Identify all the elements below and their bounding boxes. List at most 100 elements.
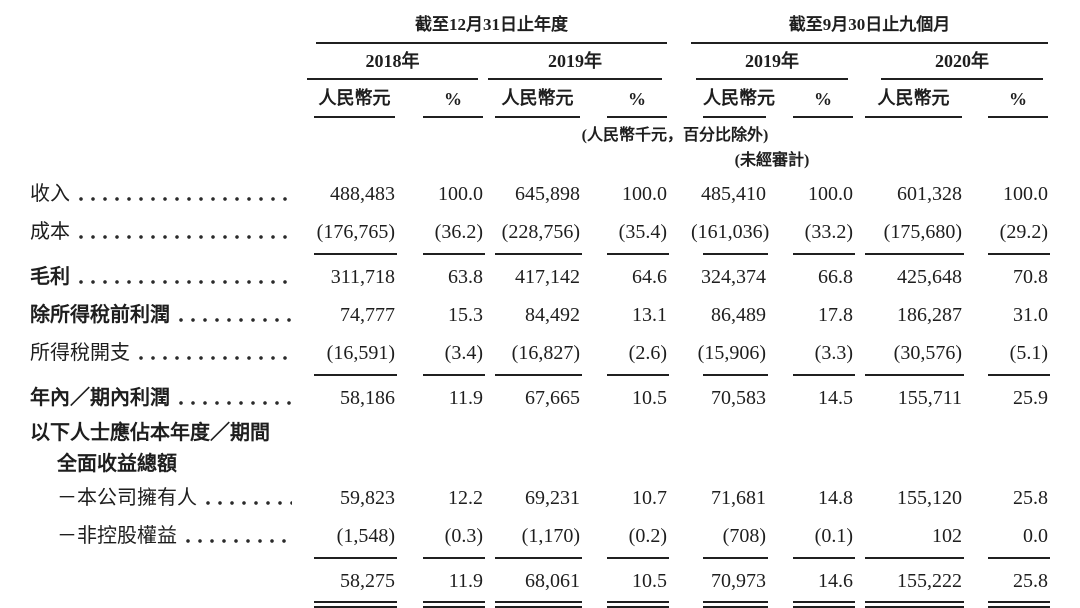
row-label-wrap: －本公司擁有人	[57, 486, 302, 510]
amount-value: 186,287	[897, 304, 962, 326]
percent-value: 64.6	[632, 266, 667, 288]
period-group-row: 截至12月31日止年度 截至9月30日止九個月	[0, 4, 1048, 44]
dot-leader	[179, 401, 292, 405]
column-gap	[667, 80, 691, 118]
percent-value: (2.6)	[580, 334, 669, 379]
unit-header-percent-text: %	[607, 85, 667, 118]
amount-value: 74,777	[340, 304, 395, 326]
row-label-cell: 收入	[0, 170, 302, 213]
unit-header-rmb-text: 人民幣元	[314, 80, 395, 118]
unit-header-rmb: 人民幣元	[853, 80, 962, 118]
amount-value	[302, 448, 395, 479]
percent-value: 70.8	[1013, 266, 1048, 288]
dot-leader	[139, 356, 292, 360]
percent-value	[962, 417, 1048, 448]
row-label-text: －本公司擁有人	[57, 487, 197, 509]
unaudited-note-row: (未經審計)	[0, 145, 1048, 170]
year-header-2019-interim: 2019年	[691, 44, 853, 80]
year-row: 2018年 2019年 2019年 2020年	[0, 44, 1048, 80]
column-gap	[667, 296, 691, 334]
percent-value: (33.2)	[766, 213, 855, 258]
percent-value: (5.1)	[962, 334, 1050, 379]
percent-value: 25.8	[1013, 487, 1048, 509]
period-header-annual-text: 截至12月31日止年度	[316, 10, 667, 44]
percent-value	[766, 417, 853, 448]
amount-value	[691, 448, 766, 479]
table-row: 年內／期內利潤 58,186 11.9 67,665 10.5 70,583 14.5 155…	[0, 379, 1048, 417]
table-row: 收入 488,483 100.0 645,898 100.0 485,410 100.0 60…	[0, 170, 1048, 213]
financial-summary-table: 截至12月31日止年度 截至9月30日止九個月 2018年 2019年 2019…	[0, 4, 1050, 608]
table-row: －本公司擁有人 59,823 12.2 69,231 10.7 71,681 14.8 155…	[0, 479, 1048, 517]
amount-value: 69,231	[525, 487, 580, 509]
percent-value	[766, 448, 853, 479]
unit-header-percent-text: %	[423, 85, 483, 118]
table-row: 毛利 311,718 63.8 417,142 64.6 324,374 66.8 425,6…	[0, 258, 1048, 296]
amount-value: 417,142	[515, 266, 580, 288]
row-label-wrap: 成本	[30, 220, 302, 244]
year-header-2019-text: 2019年	[488, 47, 662, 80]
amount-value: 155,711	[897, 387, 962, 409]
unit-header-rmb: 人民幣元	[302, 80, 395, 118]
percent-value: (36.2)	[395, 213, 485, 258]
row-label-cell: 毛利	[0, 258, 302, 296]
percent-value: 10.5	[580, 562, 669, 608]
amount-value: (228,756)	[483, 213, 582, 258]
percent-value	[395, 448, 483, 479]
amount-value: 102	[853, 517, 964, 562]
year-header-2018-text: 2018年	[307, 47, 478, 80]
row-label-wrap: 毛利	[30, 265, 302, 289]
percent-value: (35.4)	[580, 213, 669, 258]
period-header-interim: 截至9月30日止九個月	[691, 4, 1048, 44]
amount-value: 155,120	[897, 487, 962, 509]
row-label-text: 收入	[30, 183, 70, 205]
amount-value	[853, 417, 962, 448]
header-spacer	[0, 145, 691, 170]
column-gap	[667, 379, 691, 417]
percent-value: 13.1	[632, 304, 667, 326]
table-header: 截至12月31日止年度 截至9月30日止九個月 2018年 2019年 2019…	[0, 4, 1048, 170]
unit-header-percent: %	[580, 80, 667, 118]
percent-value: 12.2	[448, 487, 483, 509]
table-row: －非控股權益 (1,548) (0.3) (1,170) (0.2) (708) (0.1)…	[0, 517, 1050, 562]
percent-value: 14.5	[818, 387, 853, 409]
amount-value: (1,170)	[483, 517, 582, 562]
unit-header-row: 人民幣元 % 人民幣元 % 人民幣元 % 人民幣元 %	[0, 80, 1048, 118]
row-label-cell: －非控股權益	[0, 517, 302, 562]
row-label-cell: 成本	[0, 213, 302, 258]
amount-value	[691, 417, 766, 448]
amount-value: 68,061	[483, 562, 582, 608]
amount-value	[302, 417, 395, 448]
row-label-wrap: 以下人士應佔本年度／期間	[30, 421, 302, 445]
percent-value: 10.7	[632, 487, 667, 509]
column-gap	[667, 517, 691, 562]
column-gap	[667, 258, 691, 296]
row-label-cell: 除所得稅前利潤	[0, 296, 302, 334]
row-label-wrap: －非控股權益	[57, 524, 302, 548]
amount-value: 311,718	[330, 266, 395, 288]
amount-value: 84,492	[525, 304, 580, 326]
amount-value: 59,823	[340, 487, 395, 509]
table-row: 所得稅開支 (16,591) (3.4) (16,827) (2.6) (15,906)(…	[0, 334, 1050, 379]
header-spacer	[0, 80, 302, 118]
unit-header-rmb-text: 人民幣元	[865, 80, 962, 118]
amount-value: 58,186	[340, 387, 395, 409]
row-label-text: 以下人士應佔本年度／期間	[30, 422, 270, 444]
percent-value: 100.0	[1003, 183, 1048, 205]
header-spacer	[0, 44, 302, 80]
unit-header-percent: %	[766, 80, 853, 118]
dot-leader	[79, 235, 292, 239]
year-header-2020-interim: 2020年	[853, 44, 1048, 80]
column-gap	[667, 44, 691, 80]
dot-leader	[79, 197, 292, 201]
row-label-cell: 以下人士應佔本年度／期間	[0, 417, 302, 448]
table-row: 以下人士應佔本年度／期間	[0, 417, 1048, 448]
percent-value: (0.3)	[395, 517, 485, 562]
amount-value: (161,036)	[691, 213, 769, 258]
amount-value: (175,680)	[853, 213, 964, 258]
amount-value: 70,583	[711, 387, 766, 409]
amount-value: 645,898	[515, 183, 580, 205]
percent-value: 0.0	[962, 517, 1050, 562]
amount-value	[483, 448, 580, 479]
amount-value: 485,410	[701, 183, 766, 205]
